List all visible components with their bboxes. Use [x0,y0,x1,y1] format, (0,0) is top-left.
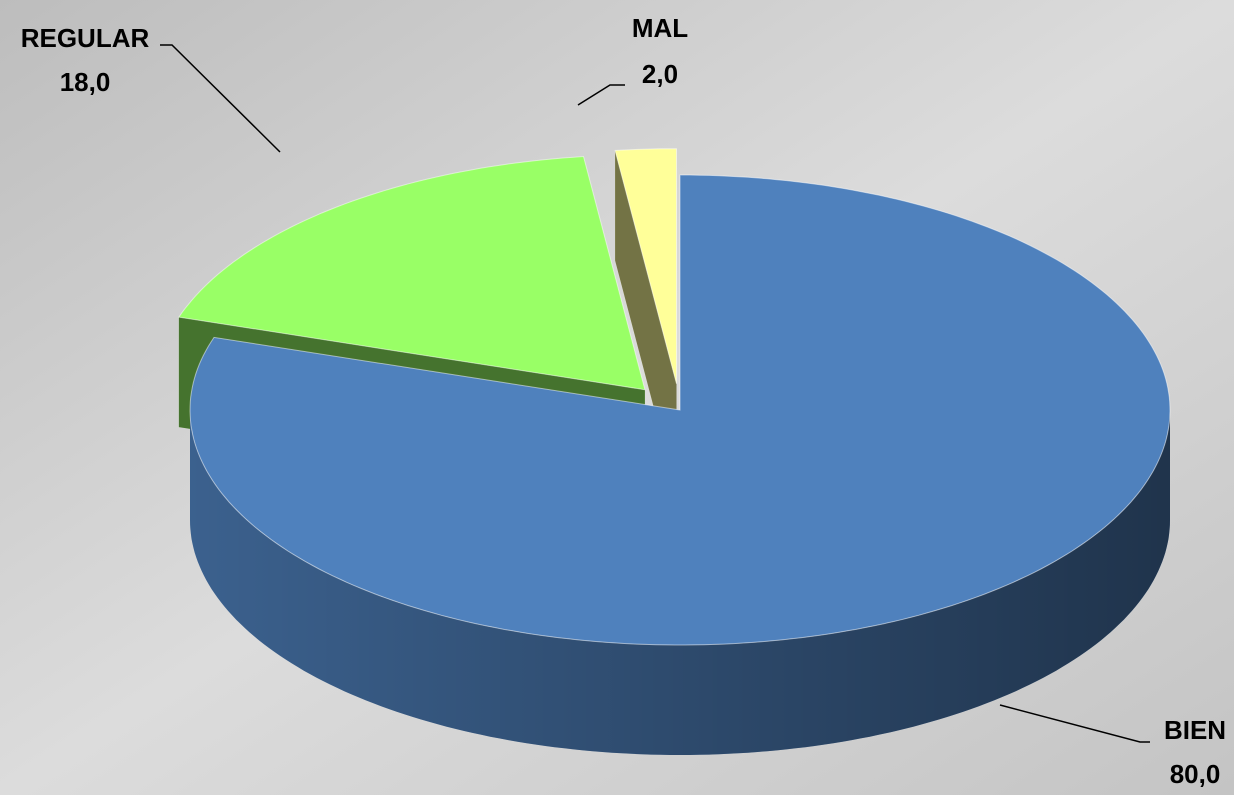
pie [178,148,1171,755]
slice [178,155,646,391]
value-label: 80,0 [1170,759,1221,789]
value-label: 18,0 [60,67,111,97]
leader-line [577,84,625,106]
category-label: BIEN [1164,715,1226,745]
slice [189,174,1171,646]
slice [614,148,677,384]
shade [190,410,1170,755]
category-label: MAL [632,13,688,43]
leader-line [160,44,281,153]
leader-line [999,704,1150,743]
category-label: REGULAR [21,23,150,53]
value-label: 2,0 [642,59,678,89]
